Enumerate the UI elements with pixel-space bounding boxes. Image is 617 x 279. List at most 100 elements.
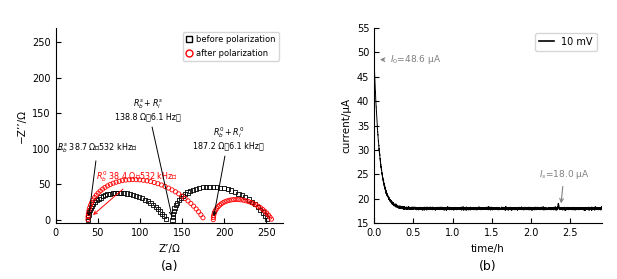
- Point: [88, 198, 98, 202]
- Point: [83, 215, 93, 219]
- Point: [131, 177, 141, 182]
- Point: [124, 177, 134, 182]
- Point: [111, 180, 121, 184]
- Point: [114, 191, 123, 195]
- Point: [246, 200, 256, 205]
- Point: [191, 186, 201, 191]
- Point: [188, 187, 198, 192]
- Point: [153, 181, 163, 186]
- Point: [84, 208, 94, 213]
- Y-axis label: current/μA: current/μA: [341, 98, 351, 153]
- Point: [102, 184, 112, 188]
- Point: [174, 192, 184, 196]
- Text: $R_b^0$ 38.4 Ω（532 kHz）: $R_b^0$ 38.4 Ω（532 kHz）: [94, 170, 178, 214]
- Point: [84, 213, 94, 217]
- Point: [209, 215, 218, 220]
- Point: [180, 196, 190, 201]
- Point: [234, 191, 244, 196]
- Point: [215, 186, 225, 190]
- Point: [119, 191, 129, 195]
- Point: [153, 207, 163, 211]
- Point: [212, 206, 222, 210]
- Point: [117, 178, 127, 183]
- Point: [86, 203, 96, 207]
- Point: [255, 206, 265, 210]
- Point: [87, 204, 97, 208]
- Point: [83, 214, 93, 219]
- Point: [212, 185, 222, 189]
- Point: [263, 213, 273, 217]
- Point: [143, 199, 153, 204]
- Point: [236, 198, 246, 202]
- Point: [83, 217, 93, 222]
- Point: [100, 185, 110, 190]
- Point: [218, 201, 228, 205]
- Point: [157, 211, 167, 216]
- Point: [191, 207, 201, 211]
- Point: [231, 197, 241, 202]
- Point: [258, 207, 268, 212]
- Point: [88, 202, 98, 206]
- Point: [96, 189, 106, 193]
- Point: [170, 189, 180, 194]
- Point: [215, 203, 225, 207]
- Point: [108, 191, 118, 195]
- Point: [168, 211, 178, 216]
- Point: [224, 198, 234, 203]
- Point: [86, 206, 96, 210]
- Point: [197, 185, 207, 189]
- Point: [186, 201, 196, 206]
- Point: [102, 192, 112, 196]
- Point: [244, 197, 254, 202]
- Point: [254, 204, 263, 208]
- Point: [170, 206, 180, 210]
- Point: [151, 205, 160, 209]
- Point: [209, 217, 218, 222]
- Point: [83, 217, 93, 222]
- Point: [258, 210, 268, 215]
- Point: [249, 201, 259, 206]
- Point: [253, 205, 263, 209]
- Point: [128, 193, 138, 197]
- Point: [90, 200, 100, 204]
- Point: [265, 215, 275, 219]
- Text: $I_0$=48.6 μA: $I_0$=48.6 μA: [381, 53, 441, 66]
- Point: [267, 217, 276, 222]
- Point: [97, 187, 107, 191]
- Point: [157, 183, 167, 187]
- Point: [250, 202, 260, 206]
- Point: [196, 213, 206, 217]
- Text: $R_b^s$ 38.7 Ω（532 kHz）: $R_b^s$ 38.7 Ω（532 kHz）: [57, 142, 138, 215]
- Point: [201, 185, 211, 189]
- Point: [108, 181, 118, 186]
- Point: [226, 188, 236, 193]
- Point: [244, 199, 254, 204]
- Point: [230, 190, 240, 194]
- Point: [146, 179, 155, 184]
- Text: $R_b^s+R_i^s$
138.8 Ω（6.1 Hz）: $R_b^s+R_i^s$ 138.8 Ω（6.1 Hz）: [115, 98, 181, 215]
- Point: [168, 217, 178, 222]
- Point: [110, 191, 120, 195]
- Point: [85, 206, 94, 210]
- Point: [100, 193, 110, 198]
- Point: [262, 216, 272, 221]
- Point: [161, 217, 171, 221]
- Point: [241, 195, 251, 199]
- Text: (b): (b): [479, 260, 497, 273]
- Point: [114, 179, 124, 184]
- Point: [222, 199, 232, 203]
- Point: [172, 201, 182, 205]
- Point: [208, 185, 218, 189]
- Point: [260, 213, 270, 218]
- Point: [217, 202, 226, 206]
- Text: (a): (a): [160, 260, 178, 273]
- Point: [174, 198, 184, 203]
- Point: [219, 186, 229, 191]
- Point: [234, 197, 244, 202]
- Point: [239, 198, 249, 203]
- Point: [171, 203, 181, 208]
- Point: [105, 191, 115, 196]
- Point: [183, 199, 193, 203]
- Point: [142, 179, 152, 183]
- Point: [140, 198, 150, 202]
